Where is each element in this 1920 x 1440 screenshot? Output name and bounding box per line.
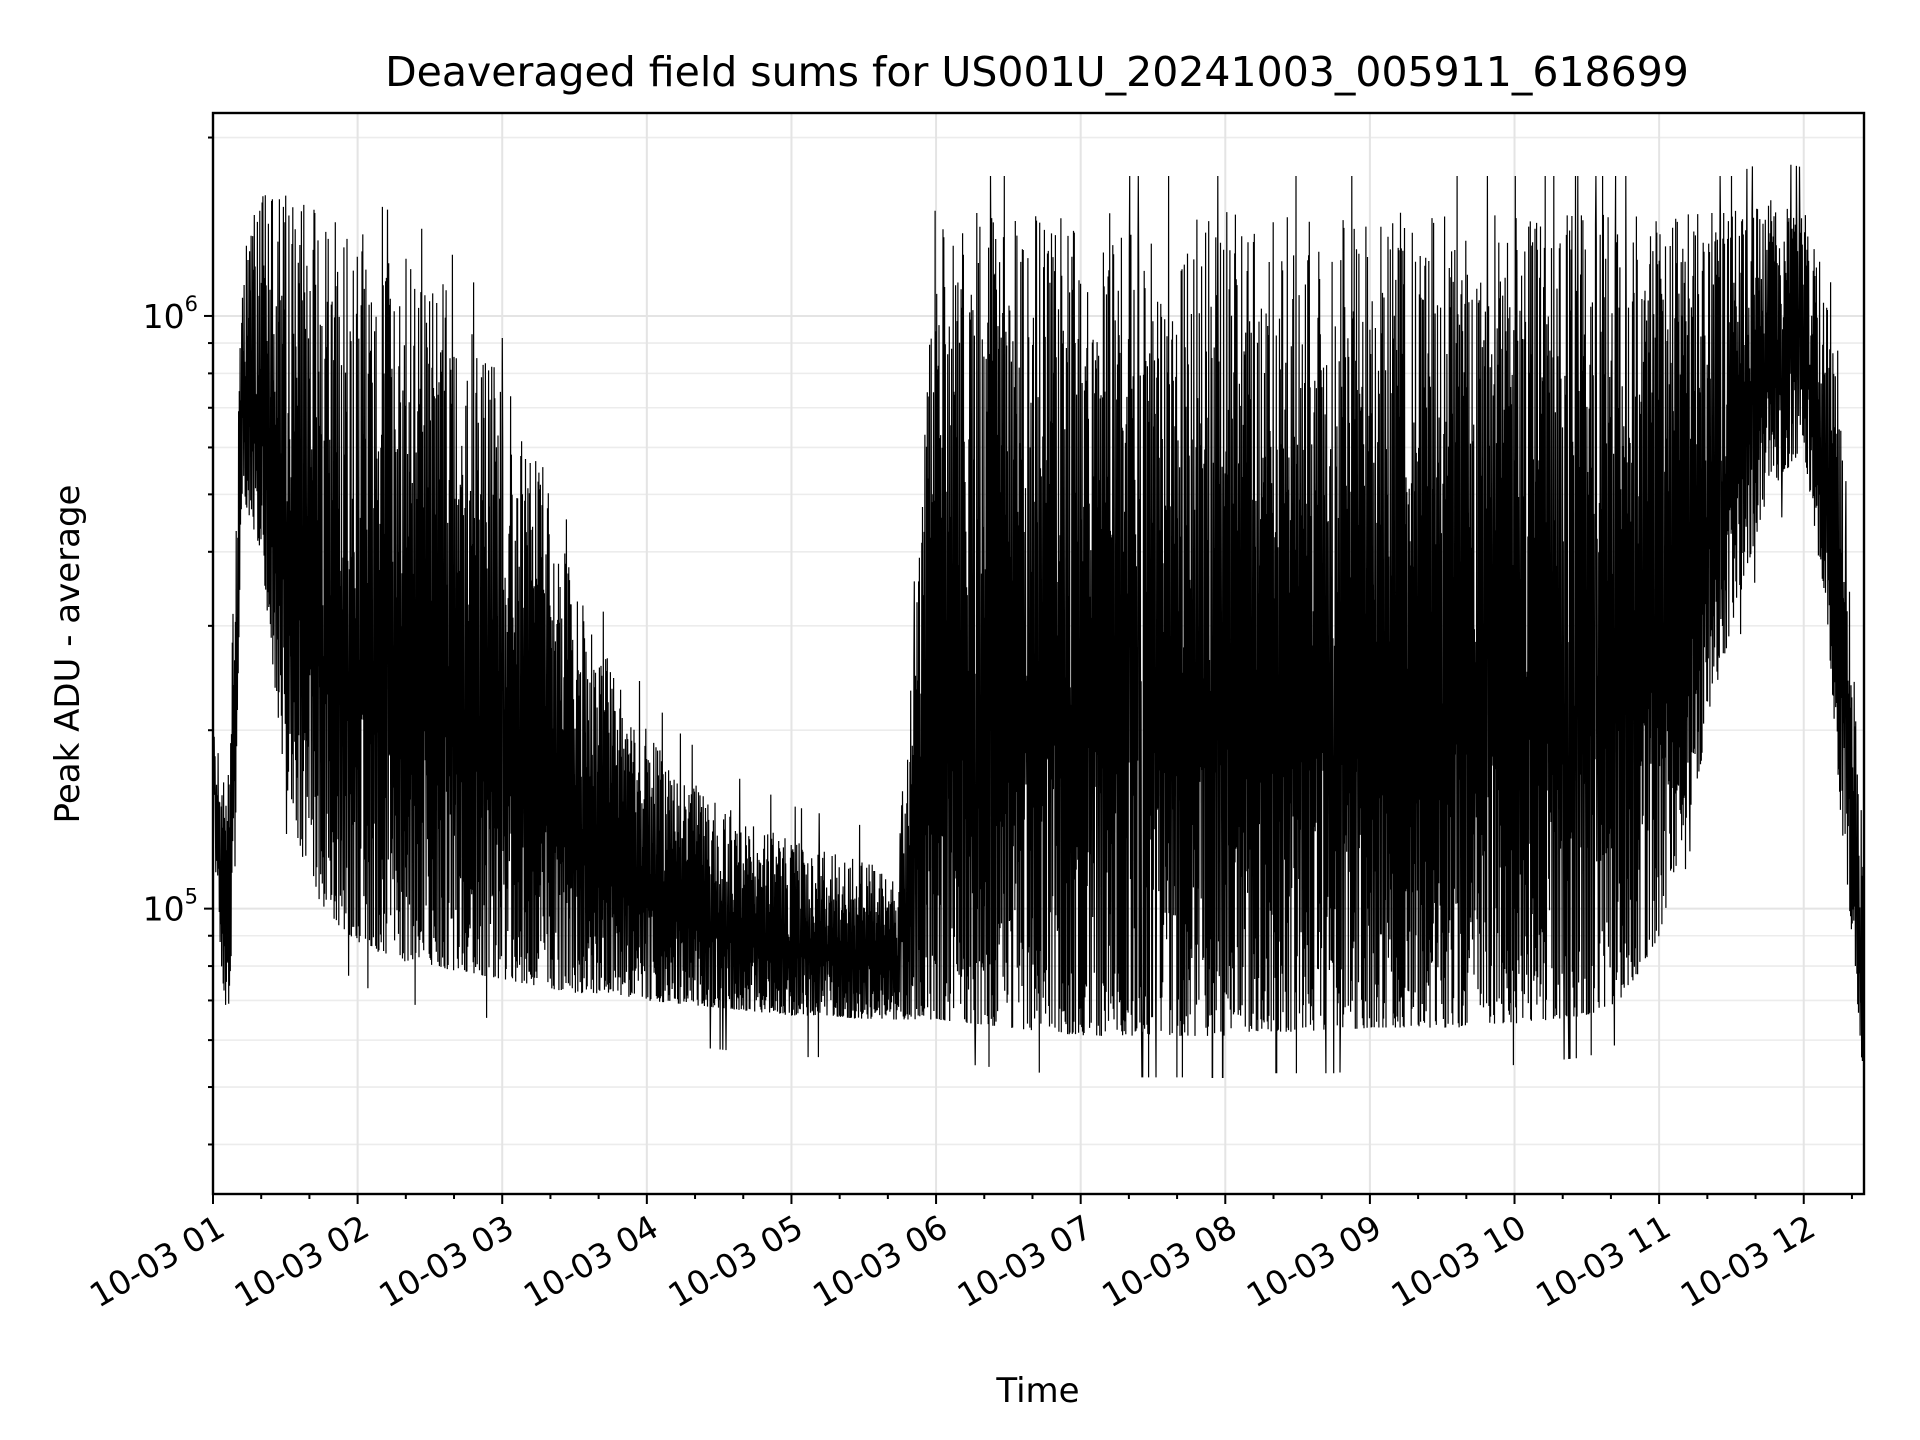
y-tick-exponent: 6 (185, 292, 198, 316)
x-tick-label: 10-03 06 (806, 1207, 954, 1315)
y-axis-label: Peak ADU - average (48, 485, 88, 824)
x-tick-label: 10-03 08 (1095, 1207, 1243, 1315)
x-axis-label: Time (995, 1371, 1079, 1411)
x-tick-label: 10-03 12 (1674, 1207, 1822, 1315)
y-tick-base: 10 (143, 890, 185, 929)
x-tick-label: 10-03 11 (1529, 1207, 1677, 1315)
plot-frame (211, 111, 1866, 1196)
y-tick-label: 106 (143, 292, 198, 336)
x-tick-label: 10-03 02 (228, 1207, 376, 1315)
y-tick-exponent: 5 (185, 885, 198, 909)
x-tick-label: 10-03 09 (1240, 1207, 1388, 1315)
x-tick-label: 10-03 03 (372, 1207, 520, 1315)
y-tick-label: 105 (143, 885, 198, 929)
y-tick-base: 10 (143, 297, 185, 336)
axis-ticks (204, 136, 1853, 1204)
x-tick-label: 10-03 10 (1385, 1207, 1533, 1315)
series-line (212, 164, 1865, 1088)
x-tick-label: 10-03 04 (517, 1207, 665, 1315)
chart-title: Deaveraged field sums for US001U_2024100… (385, 48, 1689, 96)
x-tick-label: 10-03 01 (83, 1207, 231, 1315)
series-layer (212, 164, 1865, 1088)
x-tick-label: 10-03 05 (661, 1207, 809, 1315)
x-tick-label: 10-03 07 (951, 1207, 1099, 1315)
